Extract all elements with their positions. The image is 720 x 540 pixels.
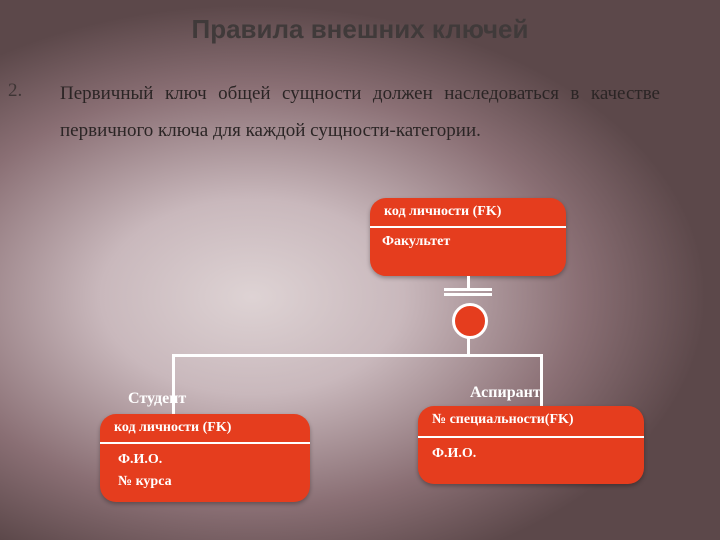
connector-line: [467, 336, 470, 354]
child-aspirant-pk: № специальности(FK): [432, 412, 574, 428]
child-student-pk: код личности (FK): [114, 420, 231, 436]
child-label-aspirant: Аспирант: [470, 384, 541, 402]
category-bar-icon: [444, 293, 492, 296]
parent-entity: код личности (FK) Факультет: [370, 198, 566, 276]
parent-attr-0: Факультет: [382, 234, 450, 250]
category-circle-icon: [452, 303, 488, 339]
child-label-student: Студент: [128, 390, 186, 408]
connector-line: [172, 354, 542, 357]
child-aspirant-attr-0: Ф.И.О.: [432, 446, 476, 462]
child-student-attr-1: № курса: [118, 474, 172, 490]
category-bar-icon: [444, 288, 492, 291]
child-entity-aspirant: № специальности(FK) Ф.И.О.: [418, 406, 644, 484]
connector-line: [467, 276, 470, 288]
parent-pk: код личности (FK): [384, 204, 501, 220]
divider: [370, 226, 566, 228]
category-diagram: код личности (FK) Факультет Студент код …: [0, 0, 720, 540]
slide-root: Правила внешних ключей 2. Первичный ключ…: [0, 0, 720, 540]
divider: [100, 442, 310, 444]
child-student-attr-0: Ф.И.О.: [118, 452, 162, 468]
child-entity-student: код личности (FK) Ф.И.О. № курса: [100, 414, 310, 502]
divider: [418, 436, 644, 438]
